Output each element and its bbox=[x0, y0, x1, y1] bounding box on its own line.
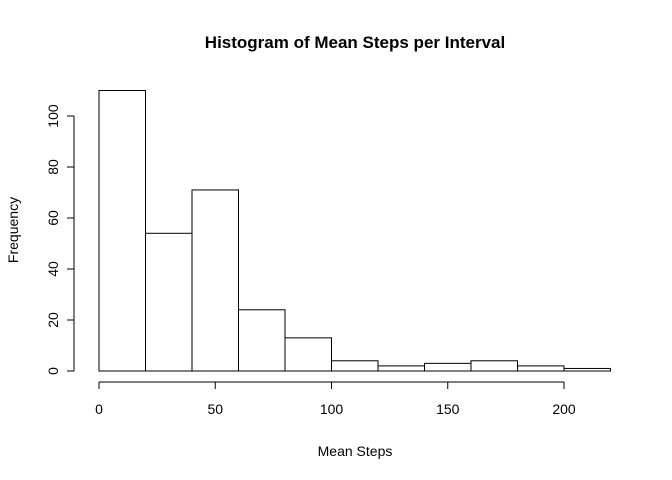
histogram-bar bbox=[284, 337, 332, 372]
y-axis: 0 20 40 60 80 100 bbox=[45, 104, 75, 375]
histogram-bar bbox=[377, 365, 425, 372]
y-tick-label: 100 bbox=[45, 104, 61, 128]
chart-title: Histogram of Mean Steps per Interval bbox=[205, 33, 505, 52]
histogram-bar bbox=[238, 309, 286, 372]
histogram-bar bbox=[424, 362, 472, 372]
bars-group bbox=[98, 90, 611, 372]
x-axis: 0 50 100 150 200 bbox=[95, 381, 576, 417]
y-tick-label: 0 bbox=[45, 367, 61, 375]
histogram-bar bbox=[98, 90, 146, 372]
x-tick-label: 100 bbox=[320, 401, 344, 417]
x-tick-label: 50 bbox=[207, 401, 223, 417]
histogram-bar bbox=[517, 365, 565, 372]
y-tick-label: 20 bbox=[45, 312, 61, 328]
y-tick-label: 80 bbox=[45, 159, 61, 175]
x-tick-label: 150 bbox=[436, 401, 460, 417]
x-tick-label: 200 bbox=[552, 401, 576, 417]
y-tick-label: 40 bbox=[45, 261, 61, 277]
histogram-bar bbox=[191, 189, 239, 372]
x-axis-title: Mean Steps bbox=[318, 443, 393, 459]
histogram-bar bbox=[563, 367, 611, 372]
y-tick-label: 60 bbox=[45, 210, 61, 226]
y-axis-title: Frequency bbox=[5, 197, 21, 263]
x-tick-label: 0 bbox=[95, 401, 103, 417]
histogram-bar bbox=[470, 360, 518, 372]
histogram-bar bbox=[331, 360, 379, 372]
histogram-bar bbox=[145, 232, 193, 372]
